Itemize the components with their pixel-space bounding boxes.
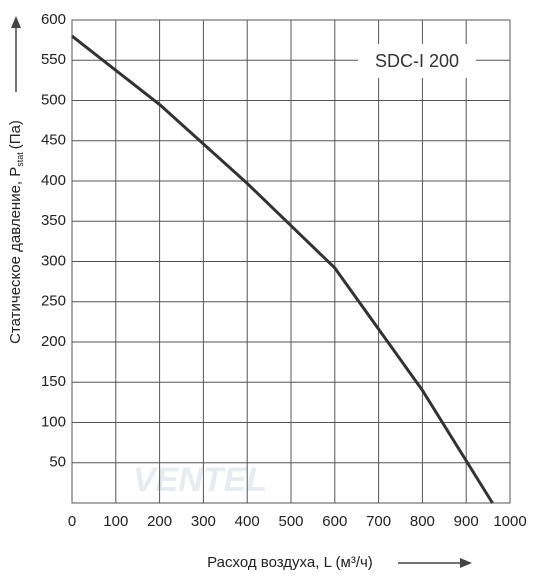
annotation-box — [358, 44, 476, 78]
y-tick-label: 200 — [41, 333, 66, 350]
y-tick-label: 250 — [41, 293, 66, 310]
y-tick-label: 150 — [41, 373, 66, 390]
y-label-main: Статическое давление, P — [7, 167, 24, 344]
x-tick-label: 500 — [278, 513, 303, 530]
y-arrow-head — [11, 16, 21, 28]
y-label-unit: (Па) — [7, 120, 24, 149]
x-tick-label: 1000 — [493, 513, 526, 530]
marks — [71, 34, 494, 504]
x-tick-label: 200 — [147, 513, 172, 530]
x-tick-label: 300 — [191, 513, 216, 530]
annotation: SDC-I 200 — [375, 51, 459, 71]
y-tick-label: 350 — [41, 212, 66, 229]
y-label-sub: stat — [15, 152, 25, 167]
y-tick-label: 50 — [49, 454, 66, 471]
x-tick-label: 700 — [366, 513, 391, 530]
y-tick-label: 500 — [41, 91, 66, 108]
y-tick-label: 450 — [41, 132, 66, 149]
y-tick-label: 300 — [41, 252, 66, 269]
x-tick-label: 800 — [410, 513, 435, 530]
x-axis-label: Расход воздуха, L (м³/ч) — [207, 554, 373, 571]
x-arrow-head — [460, 558, 472, 568]
watermark: VENTEL — [133, 461, 267, 499]
y-tick-label: 550 — [41, 51, 66, 68]
x-tick-label: 100 — [103, 513, 128, 530]
y-tick-label: 600 — [41, 11, 66, 28]
data-line — [71, 34, 494, 504]
x-tick-label: 400 — [235, 513, 260, 530]
y-tick-label: 400 — [41, 172, 66, 189]
x-tick-label: 900 — [454, 513, 479, 530]
grid — [71, 19, 511, 503]
x-tick-label: 0 — [68, 513, 76, 530]
x-tick-label: 600 — [322, 513, 347, 530]
y-axis-label: Статическое давление, Pstat (Па) — [7, 120, 25, 344]
y-tick-label: 100 — [41, 413, 66, 430]
